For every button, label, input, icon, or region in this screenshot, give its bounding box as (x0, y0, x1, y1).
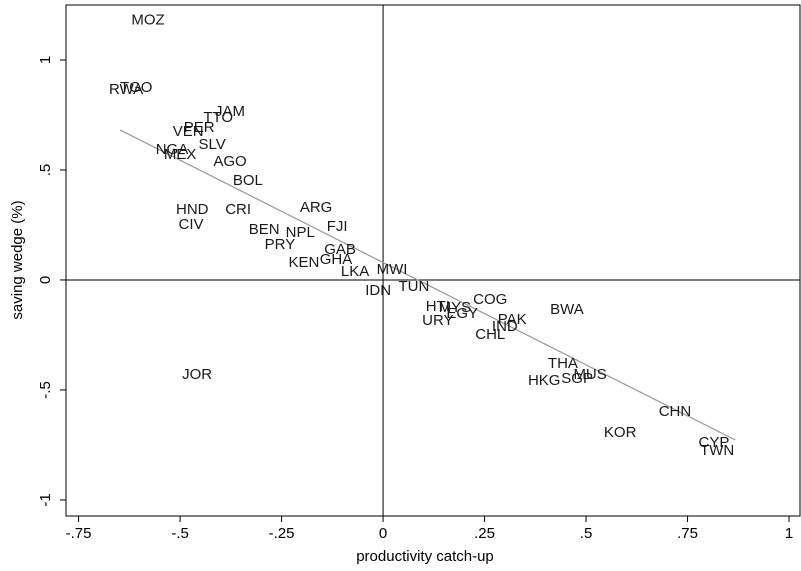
x-tick-label: -.25 (269, 525, 295, 542)
x-tick-label: 0 (379, 525, 387, 542)
point-label: URY (422, 312, 453, 329)
x-tick-label: .25 (474, 525, 495, 542)
x-tick-label: .75 (677, 525, 698, 542)
point-label: RWA (109, 81, 143, 98)
point-label: FJI (327, 218, 348, 235)
point-label: VEN (173, 123, 204, 140)
point-label: CIV (179, 216, 204, 233)
point-label: GAB (324, 241, 356, 258)
point-label: SGP (561, 370, 593, 387)
point-label: TTO (203, 109, 233, 126)
point-label: IND (492, 318, 518, 335)
point-label: PRY (265, 236, 296, 253)
x-tick-label: .5 (580, 525, 593, 542)
point-label: MEX (164, 146, 197, 163)
point-label: TGO (120, 79, 153, 96)
x-tick-label: 1 (785, 525, 793, 542)
y-axis-title: saving wedge (%) (9, 200, 26, 319)
point-label: TUN (399, 278, 430, 295)
point-label: GHA (320, 251, 353, 268)
y-tick-label: -1 (37, 493, 54, 506)
y-tick-label: 1 (37, 56, 54, 64)
point-label: HKG (528, 372, 561, 389)
x-tick-label: -.75 (66, 525, 92, 542)
point-label: BWA (550, 301, 584, 318)
point-label: MYS (439, 299, 472, 316)
point-label: HND (176, 201, 209, 218)
point-label: PER (184, 119, 215, 136)
point-label: BEN (249, 221, 280, 238)
point-label: JAM (215, 103, 245, 120)
point-label: KOR (604, 424, 637, 441)
point-label: BOL (233, 172, 263, 189)
point-label: PAK (498, 311, 527, 328)
point-label: CRI (225, 201, 251, 218)
point-label: HTI (426, 298, 450, 315)
point-label: EGY (446, 305, 478, 322)
point-label: LKA (341, 263, 369, 280)
point-label: ARG (300, 199, 333, 216)
plot-frame (65, 4, 801, 517)
point-label: KEN (288, 254, 319, 271)
point-label: CYP (699, 434, 730, 451)
x-tick-label: -.5 (171, 525, 189, 542)
point-label: MUS (573, 366, 606, 383)
y-tick-label: -.5 (37, 381, 54, 399)
point-label: JOR (182, 366, 212, 383)
point-label: CHL (475, 326, 505, 343)
y-tick-label: 0 (37, 276, 54, 284)
point-label: COG (473, 291, 507, 308)
point-label: MOZ (131, 11, 164, 28)
point-label: IDN (365, 282, 391, 299)
point-label: NGA (156, 141, 189, 158)
point-label: THA (548, 355, 578, 372)
point-label: SLV (199, 136, 226, 153)
y-tick-label: .5 (37, 164, 54, 177)
x-axis-title: productivity catch-up (356, 548, 494, 565)
point-label: MWI (377, 261, 408, 278)
point-label: AGO (213, 153, 246, 170)
point-label: TWN (700, 442, 734, 459)
fit-line (119, 129, 736, 441)
point-label: CHN (659, 403, 692, 420)
point-label: NPL (286, 224, 315, 241)
